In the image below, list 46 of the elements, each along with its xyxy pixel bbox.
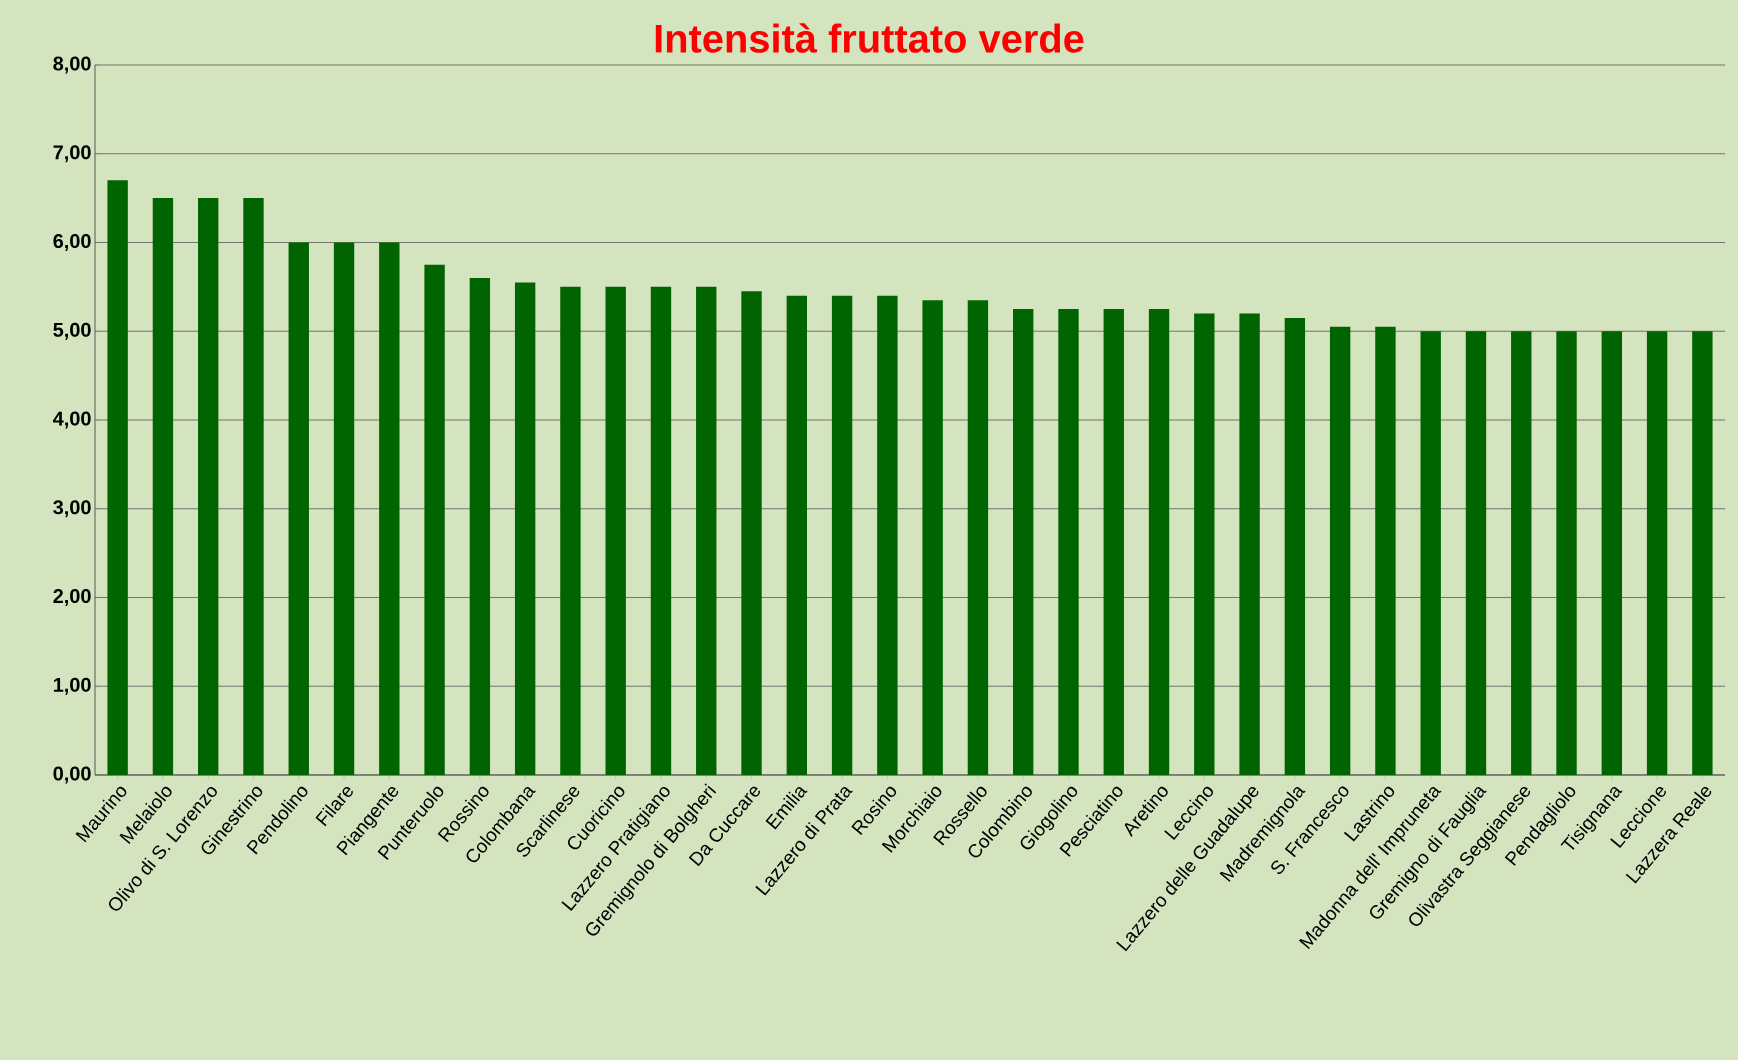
bar [1375,326,1396,775]
bar [1148,309,1170,775]
bar [877,295,898,775]
bar [379,242,400,775]
y-tick-label: 2,00 [53,589,91,606]
bar [786,295,807,775]
bar [560,286,581,775]
bar [1239,313,1260,775]
bar [152,198,174,775]
bar [107,180,128,775]
bar [469,277,491,775]
bar [1465,331,1487,775]
bar [967,300,989,775]
bar [1058,309,1079,775]
y-tick-label: 0,00 [53,766,91,784]
bar [831,295,853,775]
bar [1646,331,1668,775]
bar [1692,331,1713,775]
y-tick-label: 6,00 [53,233,91,251]
y-tick-label: 1,00 [53,677,91,695]
bar [1013,309,1034,775]
bar [288,242,309,775]
bar [514,282,536,775]
chart-title: Intensità fruttato verde [655,23,1084,53]
y-tick-label: 8,00 [53,56,91,74]
bar [696,286,717,775]
bar [741,291,762,775]
bar [243,198,264,775]
y-tick-label: 4,00 [53,411,91,429]
bar [922,300,943,775]
bar [605,286,626,775]
bar [424,264,445,775]
bar [1284,317,1306,775]
bar [1194,313,1215,775]
y-tick-label: 5,00 [53,322,91,340]
bar [1601,331,1623,775]
bar [1556,331,1577,775]
bar [333,242,355,775]
bar [1511,331,1532,775]
bar [1103,309,1124,775]
bar [1329,326,1351,775]
y-tick-label: 3,00 [53,500,91,518]
bar [1420,331,1441,775]
y-tick-label: 7,00 [53,145,91,163]
bar [198,198,219,775]
bar [650,286,672,775]
